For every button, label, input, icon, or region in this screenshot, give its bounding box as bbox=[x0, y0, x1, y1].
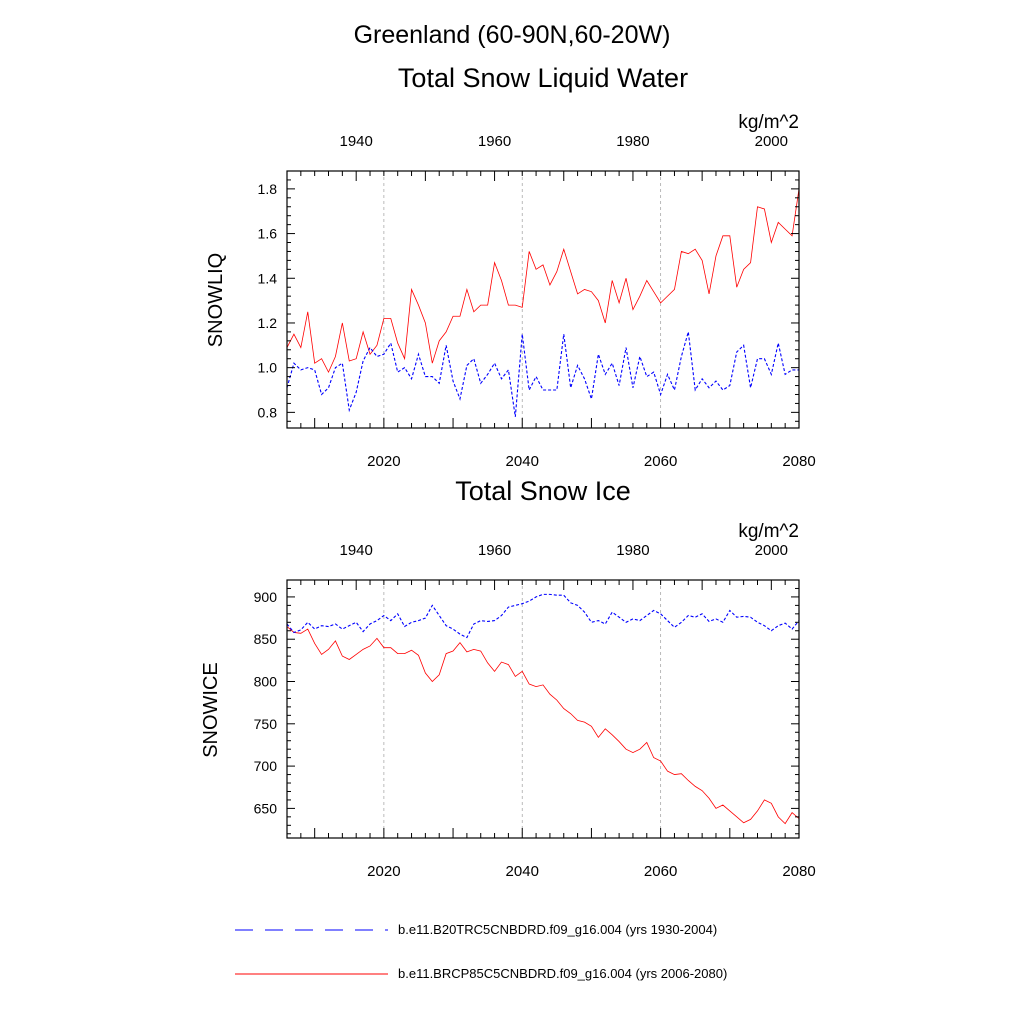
bottom-tick-label: 2060 bbox=[644, 453, 677, 470]
panel2-units-label: kg/m^2 bbox=[738, 521, 799, 542]
top-tick-label: 1960 bbox=[478, 542, 511, 559]
top-tick-label: 2000 bbox=[755, 542, 788, 559]
bottom-tick-label: 2060 bbox=[644, 863, 677, 880]
plot-frame bbox=[286, 579, 800, 839]
top-tick-label: 1980 bbox=[616, 133, 649, 150]
region-title: Greenland (60-90N,60-20W) bbox=[354, 21, 671, 49]
panel1-units-label: kg/m^2 bbox=[738, 112, 799, 133]
y-tick-label: 1.6 bbox=[258, 226, 278, 242]
rcp85-series-line bbox=[286, 626, 800, 825]
y-tick-label: 700 bbox=[254, 758, 278, 774]
y-tick-label: 1.8 bbox=[258, 181, 278, 197]
y-tick-label: 850 bbox=[254, 631, 278, 647]
top-tick-label: 2000 bbox=[755, 133, 788, 150]
top-tick-label: 1940 bbox=[340, 542, 373, 559]
bottom-tick-label: 2080 bbox=[782, 863, 815, 880]
legend-label-historical: b.e11.B20TRC5CNBDRD.f09_g16.004 (yrs 193… bbox=[398, 922, 717, 937]
panel1-y-axis-label: SNOWLIQ bbox=[205, 253, 227, 347]
snowliq-panel: 0.8 1.0 1.2 1.4 1.6 1.8 2020 2040 2060 2080 1940 19… bbox=[258, 133, 816, 470]
panel2-title: Total Snow Ice bbox=[455, 476, 631, 506]
legend-label-rcp85: b.e11.BRCP85C5CNBDRD.f09_g16.004 (yrs 20… bbox=[398, 966, 727, 981]
historical-series-line bbox=[286, 593, 800, 639]
top-tick-label: 1940 bbox=[340, 133, 373, 150]
bottom-tick-label: 2040 bbox=[506, 453, 539, 470]
top-tick-label: 1980 bbox=[616, 542, 649, 559]
snowice-panel: 650 700 750 800 850 900 2020 2040 2060 2080 1940 19… bbox=[254, 542, 816, 880]
bottom-tick-label: 2040 bbox=[506, 863, 539, 880]
plot-frame bbox=[286, 170, 800, 429]
bottom-tick-label: 2080 bbox=[782, 453, 815, 470]
bottom-tick-label: 2020 bbox=[367, 863, 400, 880]
y-tick-label: 650 bbox=[254, 800, 278, 816]
legend: b.e11.B20TRC5CNBDRD.f09_g16.004 (yrs 193… bbox=[235, 922, 727, 981]
y-tick-label: 1.0 bbox=[258, 360, 278, 376]
y-tick-label: 0.8 bbox=[258, 404, 278, 420]
y-tick-label: 800 bbox=[254, 674, 278, 690]
historical-series-line bbox=[286, 331, 799, 417]
panel1-title: Total Snow Liquid Water bbox=[398, 63, 688, 93]
y-tick-label: 1.4 bbox=[258, 270, 278, 286]
rcp85-series-line bbox=[286, 188, 800, 374]
bottom-tick-label: 2020 bbox=[367, 453, 400, 470]
y-tick-label: 750 bbox=[254, 716, 278, 732]
top-tick-label: 1960 bbox=[478, 133, 511, 150]
y-tick-label: 900 bbox=[254, 589, 278, 605]
panel2-y-axis-label: SNOWICE bbox=[200, 662, 222, 758]
y-tick-label: 1.2 bbox=[258, 315, 278, 331]
